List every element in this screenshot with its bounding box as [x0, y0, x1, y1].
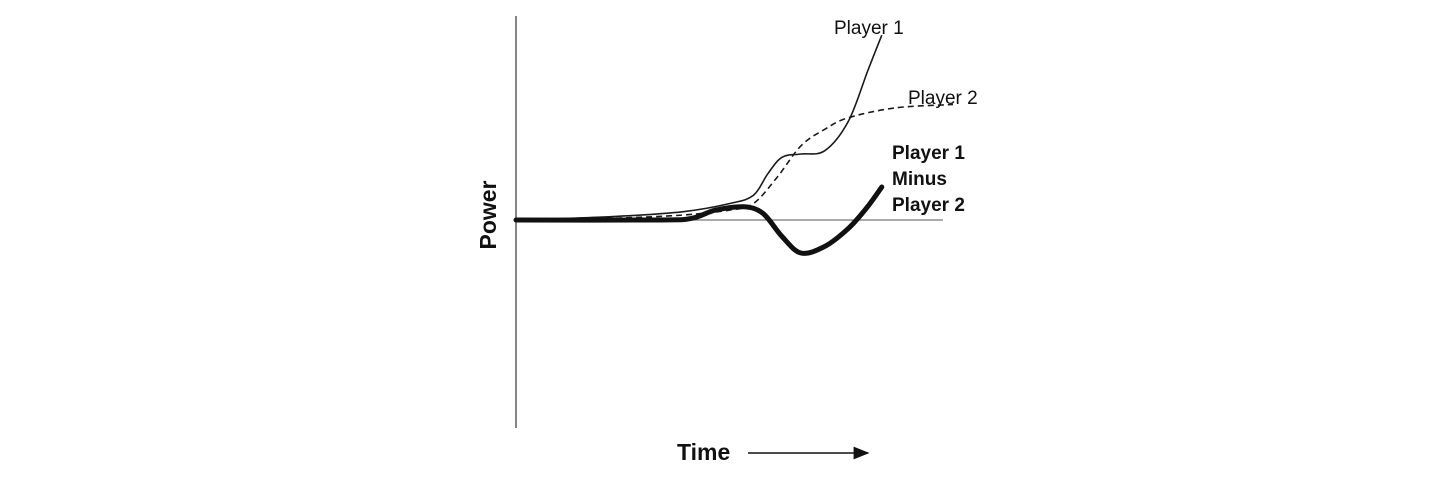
- y-axis-title: Power: [475, 180, 501, 249]
- series-label-player-1: Player 1: [834, 18, 904, 39]
- series-line-player-1-minus-player-2: [513, 184, 885, 256]
- series-label-diff-line-3: Player 2: [892, 195, 965, 216]
- series-line-player-1: [515, 34, 883, 221]
- x-axis-title: Time: [677, 439, 730, 465]
- series-label-player-2: Player 2: [908, 88, 978, 109]
- series-label-diff-line-2: Minus: [892, 169, 947, 190]
- series-label-diff-line-1: Player 1: [892, 143, 965, 164]
- series-line-player-2: [515, 103, 954, 221]
